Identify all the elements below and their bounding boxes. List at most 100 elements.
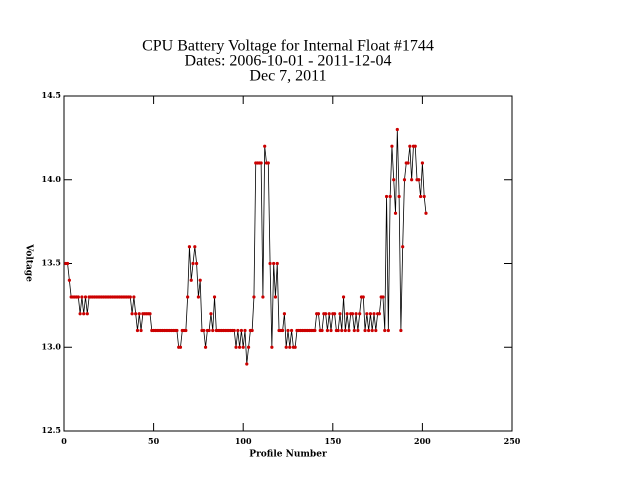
data-point	[134, 312, 138, 316]
data-point	[186, 295, 190, 299]
data-point	[246, 345, 251, 349]
data-point	[413, 144, 417, 148]
data-point	[184, 328, 188, 333]
data-point	[324, 312, 328, 316]
data-point	[410, 178, 414, 182]
data-point	[354, 312, 358, 316]
data-point	[203, 345, 208, 349]
data-point	[234, 345, 238, 349]
data-point	[130, 312, 134, 316]
data-point	[340, 328, 344, 333]
data-point	[232, 328, 236, 333]
data-point	[211, 328, 215, 333]
data-point	[406, 161, 410, 165]
data-point	[313, 328, 317, 333]
data-point	[336, 328, 340, 333]
data-point	[417, 178, 421, 182]
data-point	[67, 278, 71, 282]
data-point	[252, 295, 256, 299]
chart-title: CPU Battery Voltage for Internal Float #…	[142, 38, 434, 55]
data-point	[343, 328, 347, 333]
data-point	[350, 312, 355, 316]
data-point	[193, 245, 197, 249]
data-point	[316, 312, 321, 316]
data-point	[85, 312, 89, 316]
data-point	[347, 328, 351, 333]
data-point	[250, 328, 254, 333]
data-point	[352, 328, 356, 333]
data-point	[363, 328, 367, 333]
data-point	[83, 295, 88, 299]
data-point	[275, 261, 279, 266]
data-line	[65, 129, 427, 365]
data-point	[243, 328, 247, 333]
data-point	[139, 328, 143, 333]
data-point	[377, 312, 381, 316]
data-point	[384, 194, 389, 199]
x-tick-label: 250	[504, 436, 521, 446]
chart-date: Dec 7, 2011	[249, 68, 326, 85]
data-point	[419, 194, 423, 199]
x-tick-label: 150	[324, 436, 341, 446]
data-point	[365, 312, 369, 316]
data-point	[263, 144, 267, 148]
data-point	[383, 328, 387, 333]
data-point	[370, 328, 374, 333]
data-point	[137, 312, 141, 316]
data-point	[422, 194, 426, 199]
data-point	[196, 295, 200, 299]
data-point	[341, 295, 346, 299]
data-point	[202, 328, 206, 333]
data-point	[198, 278, 202, 282]
x-tick-label: 50	[148, 436, 160, 446]
data-point	[178, 345, 183, 349]
data-point	[424, 211, 428, 215]
data-point	[332, 312, 337, 316]
data-point	[401, 245, 405, 249]
data-point	[245, 362, 249, 366]
y-tick-label: 14.5	[42, 90, 61, 100]
data-point	[241, 345, 245, 349]
data-point	[195, 261, 199, 266]
data-point	[80, 295, 84, 299]
data-point	[148, 312, 152, 316]
data-point	[261, 295, 265, 299]
data-point	[420, 161, 424, 165]
data-point	[358, 312, 362, 316]
data-point	[238, 345, 242, 349]
data-point	[320, 328, 324, 333]
data-point	[236, 328, 240, 333]
y-tick-label: 12.5	[42, 425, 61, 435]
data-point	[239, 328, 244, 333]
data-point	[345, 312, 349, 316]
data-point	[386, 328, 390, 333]
x-tick-label: 200	[414, 436, 431, 446]
data-point	[82, 312, 86, 316]
data-point	[266, 161, 270, 165]
data-point	[128, 295, 132, 299]
data-point	[367, 328, 371, 333]
data-point	[390, 144, 394, 148]
data-point	[76, 295, 80, 299]
y-tick-label: 14.0	[42, 174, 62, 184]
data-point	[212, 295, 217, 299]
plot-frame	[63, 95, 513, 432]
y-tick-label: 13.5	[42, 258, 61, 268]
data-point	[408, 144, 412, 148]
data-point	[397, 194, 401, 199]
data-point	[175, 328, 179, 333]
data-point	[135, 328, 140, 333]
x-tick-label: 0	[61, 436, 67, 446]
data-point	[329, 328, 333, 333]
y-axis-label: Voltage	[24, 243, 34, 282]
data-point	[325, 328, 330, 333]
data-point	[356, 328, 360, 333]
data-point	[395, 127, 399, 132]
data-point	[207, 328, 211, 333]
data-point	[327, 312, 331, 316]
data-point	[368, 312, 373, 316]
data-point	[393, 211, 398, 215]
data-point	[399, 328, 403, 333]
data-point	[259, 161, 263, 165]
